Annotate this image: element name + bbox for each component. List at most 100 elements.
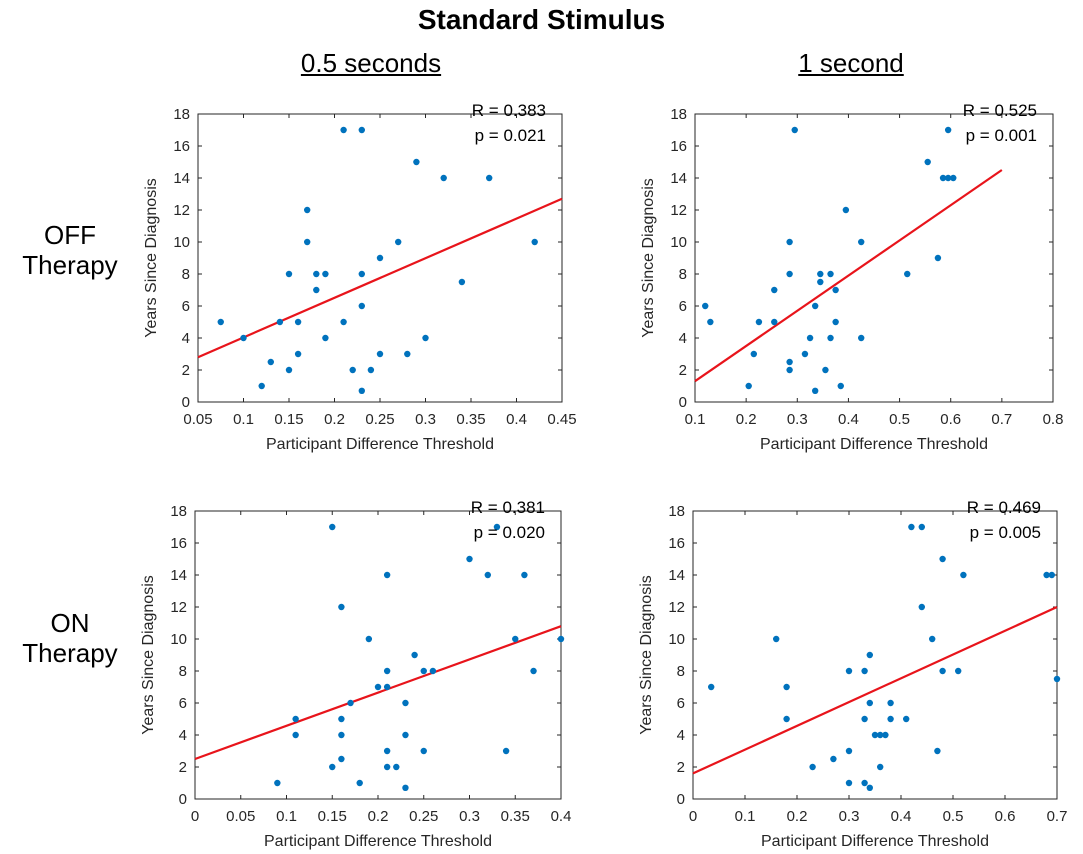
row-header-on-line1: ON: [50, 608, 90, 638]
data-point: [267, 358, 274, 366]
y-tick-label: 8: [182, 266, 190, 283]
x-tick-label: 0.45: [547, 411, 576, 428]
data-point: [217, 318, 224, 326]
y-tick-label: 10: [173, 234, 190, 251]
x-tick-label: 0.6: [940, 411, 961, 428]
data-point: [376, 254, 384, 262]
data-point: [861, 667, 868, 675]
data-point: [755, 318, 763, 326]
y-tick-label: 18: [170, 503, 187, 520]
correlation-r-label: R = 0.525: [963, 101, 1037, 120]
correlation-p-label: p = 0.021: [475, 126, 546, 145]
data-point: [929, 635, 936, 643]
scatter-panel-3: 0 0.1 0.2 0.3 0.4 0.5 0.6 0.7 0 2 4 6 8 10 12 14 16 18 Par…: [638, 498, 1067, 850]
data-point: [817, 278, 824, 286]
x-tick-label: 0.2: [736, 411, 757, 428]
data-point: [521, 571, 528, 579]
x-tick-label: 0.4: [506, 411, 527, 428]
x-tick-label: 0: [689, 808, 697, 825]
plot-area-frame: [694, 113, 1054, 403]
x-tick-label: 0.1: [735, 808, 756, 825]
data-point: [783, 715, 790, 723]
data-point: [531, 238, 538, 246]
y-tick-label: 14: [173, 170, 190, 187]
data-point: [887, 715, 894, 723]
data-point: [429, 667, 437, 675]
y-tick-label: 12: [173, 202, 190, 219]
data-point: [486, 174, 493, 182]
data-point: [806, 334, 814, 342]
data-point: [1043, 571, 1050, 579]
figure-title: Standard Stimulus: [417, 4, 666, 35]
regression-line: [194, 625, 562, 761]
data-point: [845, 667, 853, 675]
data-point: [338, 603, 345, 611]
data-point: [358, 126, 365, 134]
data-point: [411, 651, 418, 659]
x-tick-label: 0.15: [318, 808, 347, 825]
data-point: [858, 334, 865, 342]
data-point: [466, 555, 473, 563]
data-point: [702, 302, 709, 310]
y-tick-label: 4: [677, 727, 685, 744]
data-point: [383, 683, 391, 691]
y-tick-label: 2: [179, 759, 187, 776]
y-tick-label: 0: [677, 791, 685, 808]
x-tick-label: 0.6: [995, 808, 1016, 825]
data-point: [866, 699, 873, 707]
data-point: [313, 286, 320, 294]
data-point: [404, 350, 411, 358]
data-point: [832, 286, 839, 294]
y-tick-label: 16: [668, 535, 685, 552]
x-tick-label: 0.3: [787, 411, 808, 428]
data-point: [422, 334, 429, 342]
data-point: [383, 747, 391, 755]
data-point: [750, 350, 758, 358]
y-tick-label: 2: [679, 362, 687, 379]
data-point: [1048, 571, 1056, 579]
y-tick-label: 10: [670, 234, 687, 251]
data-point: [338, 715, 345, 723]
data-point: [918, 603, 925, 611]
data-point: [313, 270, 320, 278]
y-tick-label: 16: [670, 138, 687, 155]
x-tick-label: 0.7: [1047, 808, 1068, 825]
data-point: [786, 270, 793, 278]
data-point: [877, 763, 884, 771]
y-tick-label: 10: [170, 631, 187, 648]
data-point: [822, 366, 829, 374]
data-point: [944, 174, 952, 182]
data-point: [817, 270, 824, 278]
x-tick-label: 0: [191, 808, 199, 825]
data-point: [827, 270, 834, 278]
data-point: [786, 358, 793, 366]
x-tick-label: 0.35: [501, 808, 530, 825]
data-point: [837, 382, 844, 390]
row-header-on-therapy: ON Therapy: [0, 608, 140, 668]
y-tick-label: 8: [677, 663, 685, 680]
data-point: [830, 755, 837, 763]
data-point: [383, 571, 391, 579]
data-point: [338, 731, 345, 739]
scatter-panel-2: 0 0.05 0.1 0.15 0.2 0.25 0.3 0.35 0.4 0 2 4 6 8 10 12 14…: [140, 498, 571, 850]
data-point: [530, 667, 537, 675]
data-point: [484, 571, 491, 579]
data-point: [786, 238, 793, 246]
y-tick-label: 0: [679, 394, 687, 411]
data-point: [887, 699, 894, 707]
data-point: [240, 334, 247, 342]
y-tick-label: 16: [173, 138, 190, 155]
y-axis-label: Years Since Diagnosis: [638, 575, 655, 735]
x-axis-label: Participant Difference Threshold: [264, 833, 492, 850]
data-point: [420, 667, 427, 675]
data-point: [861, 715, 868, 723]
x-tick-label: 0.3: [415, 411, 436, 428]
data-point: [950, 174, 957, 182]
correlation-r-label: R = 0.469: [967, 498, 1041, 517]
y-axis-label: Years Since Diagnosis: [640, 178, 657, 338]
y-tick-label: 4: [679, 330, 687, 347]
data-point: [258, 382, 265, 390]
x-tick-label: 0.1: [233, 411, 254, 428]
data-point: [383, 667, 391, 675]
y-tick-label: 6: [677, 695, 685, 712]
